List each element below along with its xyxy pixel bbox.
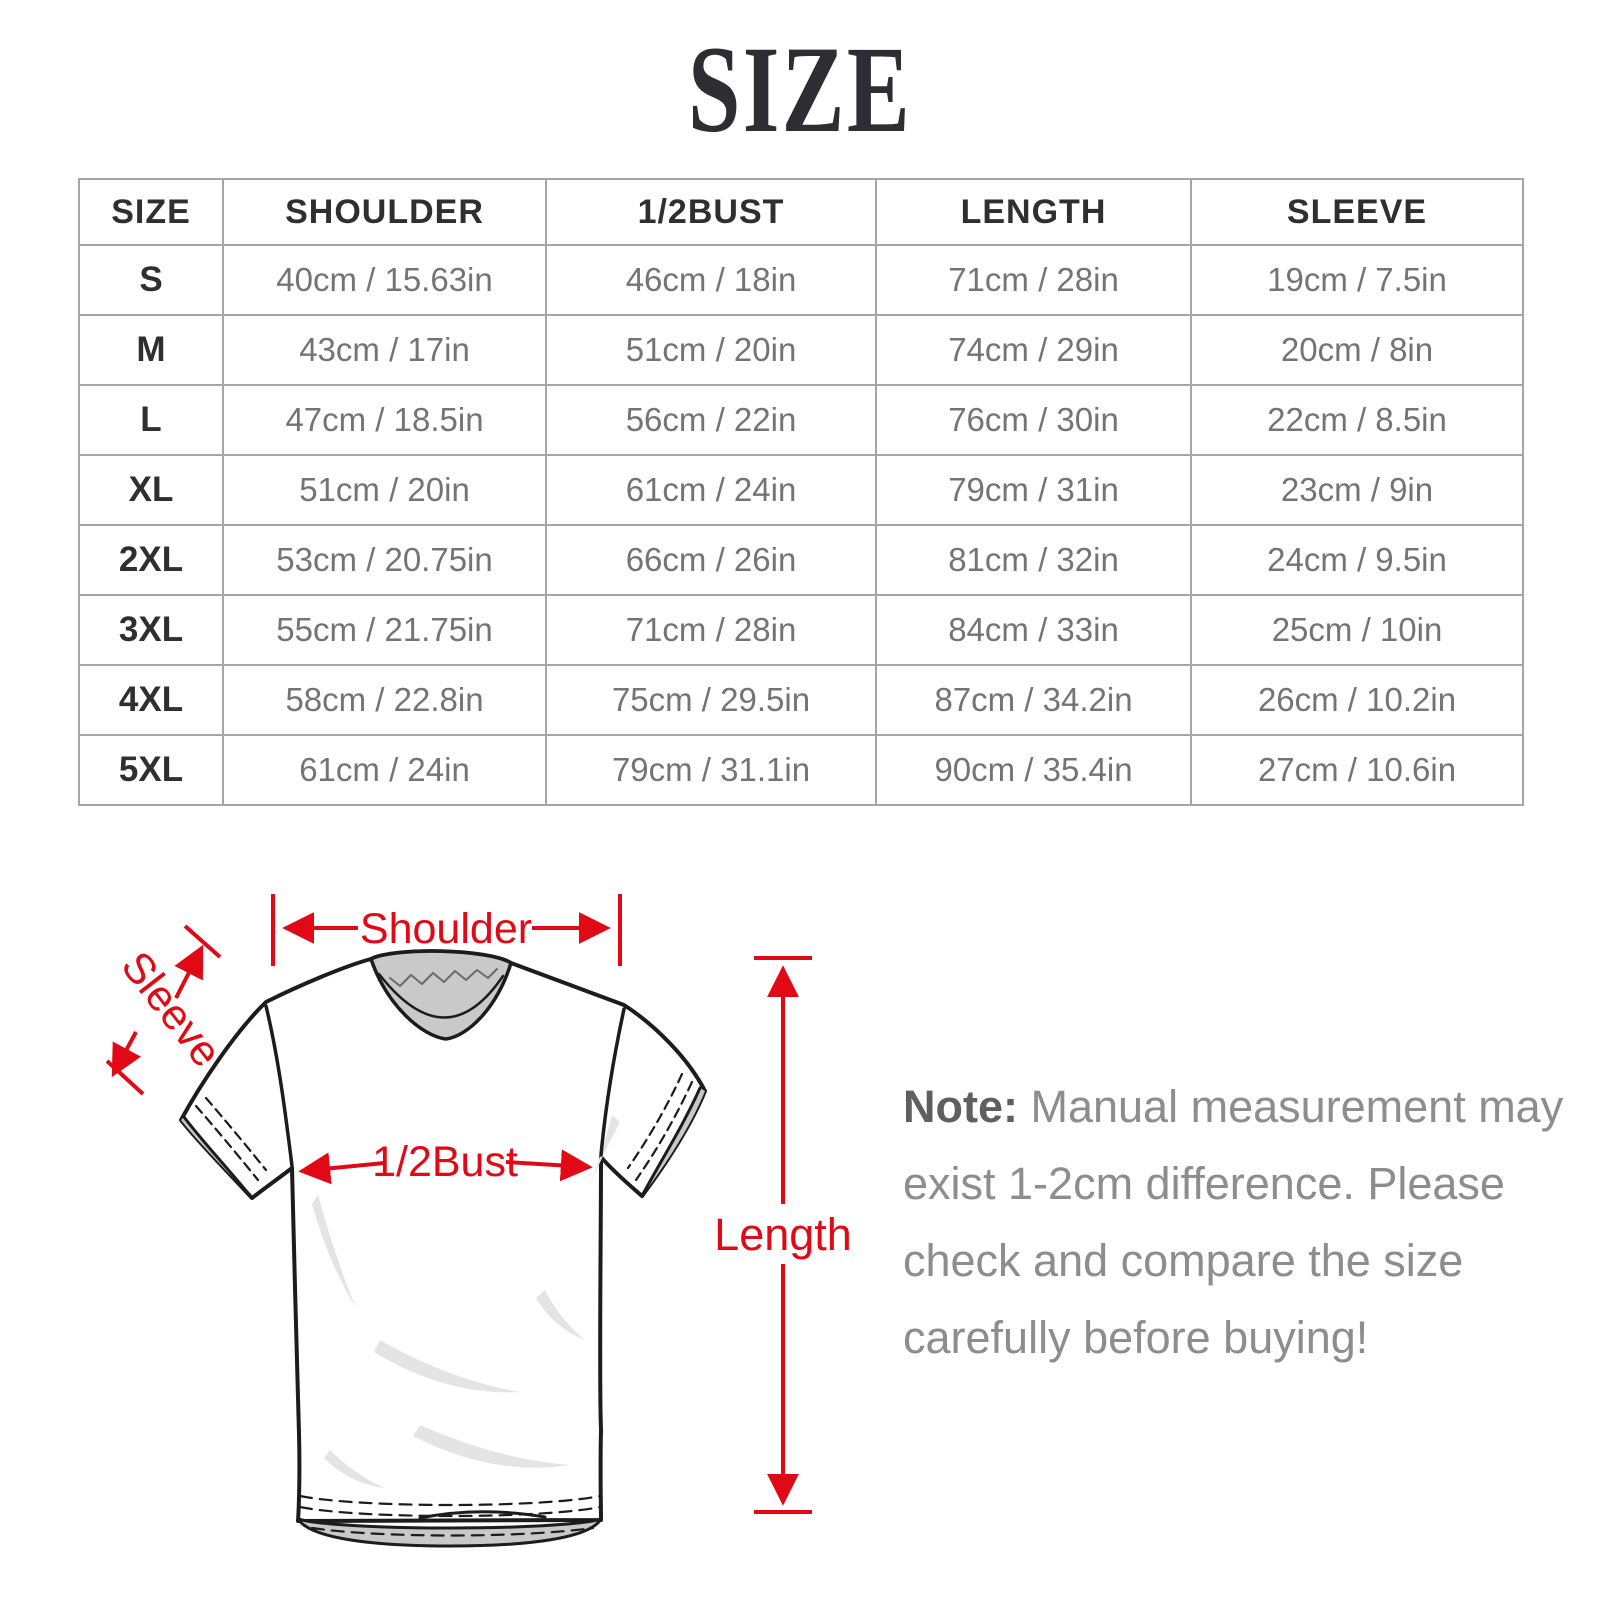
table-row: 2XL 53cm / 20.75in 66cm / 26in 81cm / 32in 2…	[78, 524, 1524, 596]
shoulder-measure-annotation: Shoulder	[271, 894, 622, 966]
table-header-row: SIZE SHOULDER 1/2BUST LENGTH SLEEVE	[78, 178, 1524, 246]
tshirt-measurement-diagram: Shoulder Sleeve 1/2Bust Length	[0, 860, 1600, 1600]
hem-stitching	[298, 1494, 602, 1537]
measurement-cell: 51cm / 20in	[545, 314, 877, 386]
size-label-cell: M	[78, 314, 224, 386]
left-cuff-stitching	[194, 1096, 268, 1182]
measurement-cell: 71cm / 28in	[545, 594, 877, 666]
measurement-cell: 27cm / 10.6in	[1190, 734, 1524, 806]
measurement-cell: 75cm / 29.5in	[545, 664, 877, 736]
note-line: Note: Manual measurement may	[903, 1068, 1563, 1145]
sleeve-upper-tick	[183, 924, 222, 959]
size-label-cell: 4XL	[78, 664, 224, 736]
table-body: S 40cm / 15.63in 46cm / 18in 71cm / 28in 19c…	[78, 244, 1524, 806]
shoulder-label: Shoulder	[360, 905, 532, 953]
table-row: S 40cm / 15.63in 46cm / 18in 71cm / 28in 19c…	[78, 244, 1524, 316]
right-cuff-edge	[640, 1086, 702, 1198]
measurement-cell: 25cm / 10in	[1190, 594, 1524, 666]
note-text: Note: Manual measurement may exist 1-2cm…	[903, 1068, 1563, 1376]
measurement-cell: 23cm / 9in	[1190, 454, 1524, 526]
size-label-cell: 2XL	[78, 524, 224, 596]
collar-stitch-zigzag	[389, 968, 498, 987]
size-chart-table: SIZE SHOULDER 1/2BUST LENGTH SLEEVE S 40cm / …	[78, 178, 1524, 806]
measurement-cell: 43cm / 17in	[222, 314, 547, 386]
measurement-cell: 19cm / 7.5in	[1190, 244, 1524, 316]
measurement-cell: 40cm / 15.63in	[222, 244, 547, 316]
measurement-cell: 47cm / 18.5in	[222, 384, 547, 456]
sleeve-label: Sleeve	[112, 943, 231, 1076]
column-header: SIZE	[78, 178, 224, 246]
table-row: 4XL 58cm / 22.8in 75cm / 29.5in 87cm / 34.2…	[78, 664, 1524, 736]
measurement-cell: 66cm / 26in	[545, 524, 877, 596]
half-bust-label: 1/2Bust	[372, 1138, 518, 1186]
sleeve-arrow-up	[174, 944, 204, 999]
half-bust-arrow-right	[505, 1149, 593, 1182]
measurement-cell: 24cm / 9.5in	[1190, 524, 1524, 596]
table-row: L 47cm / 18.5in 56cm / 22in 76cm / 30in 22cm…	[78, 384, 1524, 456]
size-label-cell: S	[78, 244, 224, 316]
measurement-cell: 74cm / 29in	[875, 314, 1192, 386]
column-header: 1/2BUST	[545, 178, 877, 246]
measurement-cell: 53cm / 20.75in	[222, 524, 547, 596]
table-row: M 43cm / 17in 51cm / 20in 74cm / 29in 20cm /…	[78, 314, 1524, 386]
column-header: SLEEVE	[1190, 178, 1524, 246]
right-cuff-stitching	[626, 1072, 694, 1182]
measurement-cell: 51cm / 20in	[222, 454, 547, 526]
measurement-cell: 56cm / 22in	[545, 384, 877, 456]
length-measure-annotation: Length	[714, 956, 852, 1514]
measurement-cell: 79cm / 31.1in	[545, 734, 877, 806]
left-armhole-seam	[264, 1004, 294, 1168]
measurement-cell: 90cm / 35.4in	[875, 734, 1192, 806]
tshirt-drawing	[179, 949, 707, 1548]
measurement-cell: 87cm / 34.2in	[875, 664, 1192, 736]
column-header: LENGTH	[875, 178, 1192, 246]
left-cuff-edge	[182, 1115, 254, 1200]
measurement-cell: 58cm / 22.8in	[222, 664, 547, 736]
measurement-cell: 20cm / 8in	[1190, 314, 1524, 386]
table-row: XL 51cm / 20in 61cm / 24in 79cm / 31in 23cm …	[78, 454, 1524, 526]
collar-seam	[377, 972, 505, 1019]
table-row: 3XL 55cm / 21.75in 71cm / 28in 84cm / 33in 2…	[78, 594, 1524, 666]
measurement-cell: 61cm / 24in	[222, 734, 547, 806]
right-armhole-seam	[599, 1007, 626, 1157]
collar-band	[369, 949, 513, 1041]
sleeve-arrow-down	[111, 1031, 141, 1078]
note-line: carefully before buying!	[903, 1312, 1369, 1363]
tshirt-diagram-svg: Shoulder Sleeve 1/2Bust Length	[105, 894, 852, 1548]
measurement-cell: 61cm / 24in	[545, 454, 877, 526]
measurement-cell: 46cm / 18in	[545, 244, 877, 316]
size-label-cell: 3XL	[78, 594, 224, 666]
page-title: SIZE	[688, 21, 912, 158]
note-line: check and compare the size	[903, 1235, 1464, 1286]
half-bust-arrow-left	[298, 1152, 385, 1185]
hem-inside	[296, 1517, 603, 1548]
sleeve-lower-tick	[105, 1059, 145, 1096]
wrinkle-shading	[312, 1115, 620, 1488]
note-prefix: Note:	[903, 1081, 1018, 1132]
measurement-cell: 79cm / 31in	[875, 454, 1192, 526]
measurement-cell: 84cm / 33in	[875, 594, 1192, 666]
size-label-cell: XL	[78, 454, 224, 526]
measurement-cell: 55cm / 21.75in	[222, 594, 547, 666]
size-label-cell: L	[78, 384, 224, 456]
measurement-cell: 76cm / 30in	[875, 384, 1192, 456]
column-header: SHOULDER	[222, 178, 547, 246]
length-label: Length	[714, 1209, 852, 1260]
measurement-cell: 81cm / 32in	[875, 524, 1192, 596]
note-line: exist 1-2cm difference. Please	[903, 1158, 1505, 1209]
size-label-cell: 5XL	[78, 734, 224, 806]
note-line1-rest: Manual measurement may	[1017, 1081, 1564, 1132]
table-row: 5XL 61cm / 24in 79cm / 31.1in 90cm / 35.4in…	[78, 734, 1524, 806]
measurement-cell: 26cm / 10.2in	[1190, 664, 1524, 736]
hem-fold-line	[418, 1510, 547, 1520]
measurement-cell: 71cm / 28in	[875, 244, 1192, 316]
measurement-cell: 22cm / 8.5in	[1190, 384, 1524, 456]
half-bust-measure-annotation: 1/2Bust	[298, 1138, 593, 1186]
